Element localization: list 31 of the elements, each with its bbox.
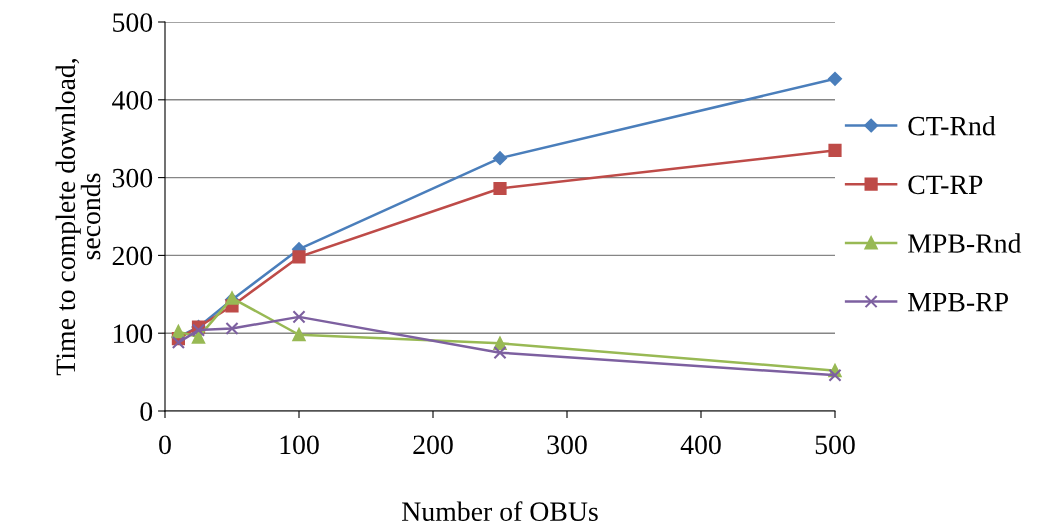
x-tick-label: 500: [815, 435, 855, 455]
point: [171, 335, 185, 350]
point: [292, 310, 306, 324]
legend-label: MPB-RP: [908, 293, 1009, 312]
x-tick-label: 200: [413, 435, 453, 455]
y-tick-label: 300: [112, 168, 153, 188]
legend-label: CT-RP: [908, 175, 983, 195]
y-tick-label: 200: [112, 246, 153, 266]
y-tick-label: 0: [140, 402, 153, 421]
y-tick-label: 400: [112, 90, 153, 110]
point: [828, 368, 842, 382]
point: [171, 325, 185, 339]
point: [191, 330, 206, 344]
legend-label: CT-Rnd: [908, 115, 996, 136]
x-tick-label: 100: [280, 435, 319, 455]
point: [828, 143, 842, 157]
y-axis-title: Time to complete download, seconds: [55, 59, 101, 376]
legend-label: MPB-Rnd: [908, 233, 1022, 253]
point: [292, 328, 306, 342]
y-tick-label: 100: [113, 324, 153, 344]
x-tick-label: 0: [159, 435, 171, 455]
point: [292, 250, 306, 264]
x-tick-label: 300: [547, 435, 587, 455]
y-tick-label: 500: [113, 13, 153, 32]
point: [493, 181, 507, 196]
x-tick-label: 400: [680, 435, 721, 455]
point: [225, 321, 239, 336]
point: [493, 151, 507, 166]
x-axis-title: Number of OBUs: [402, 501, 598, 522]
point: [493, 346, 507, 360]
point: [828, 71, 842, 86]
